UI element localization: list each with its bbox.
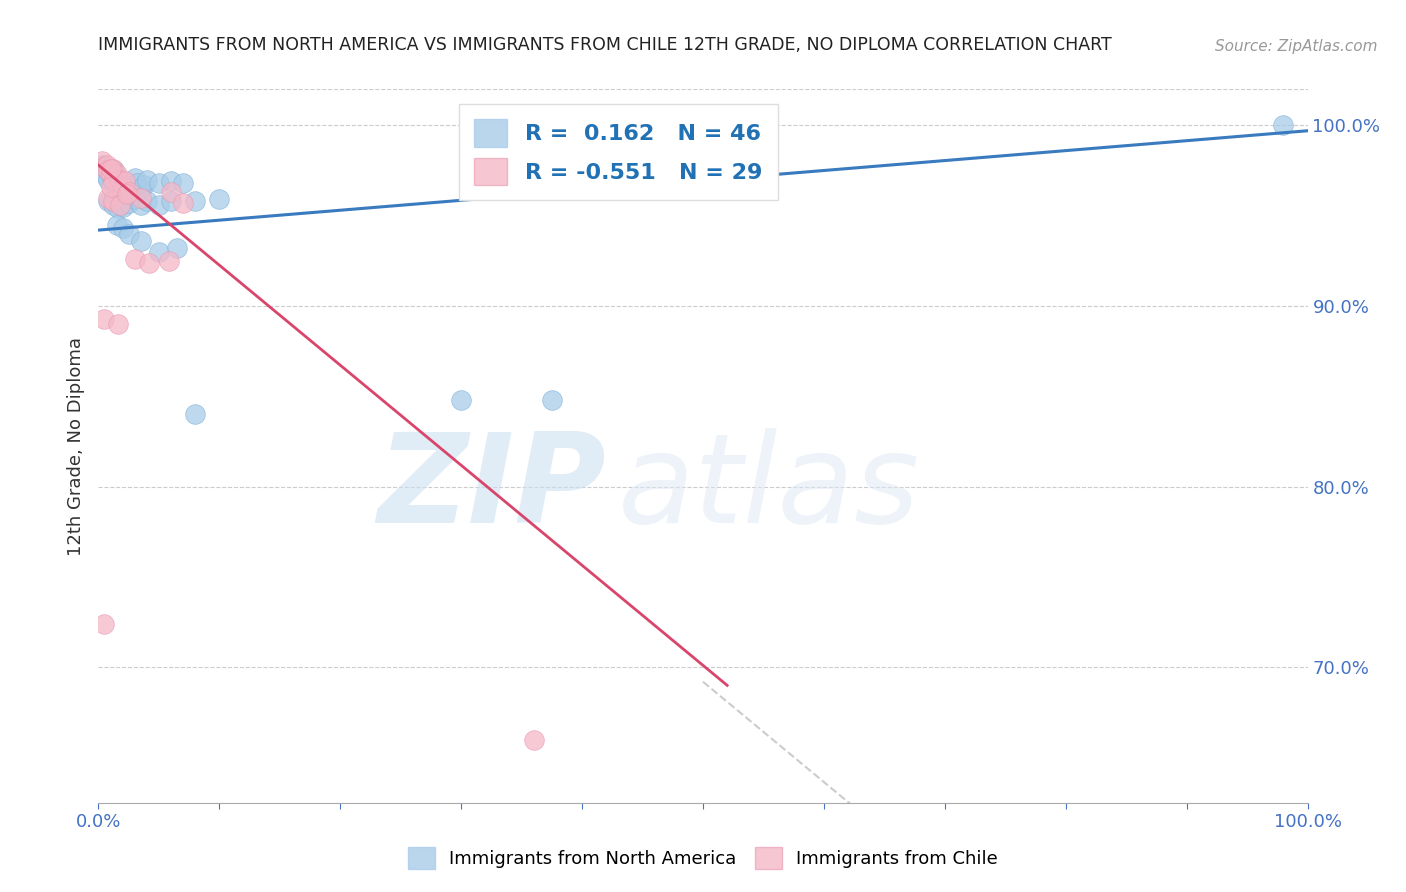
Point: [135, 172, 157, 186]
Point: [100, 161, 122, 176]
Point: [160, 194, 183, 209]
Point: [108, 198, 131, 212]
Point: [114, 174, 136, 188]
Point: [97, 172, 120, 186]
Y-axis label: 12th Grade, No Diploma: 12th Grade, No Diploma: [66, 336, 84, 556]
Point: [118, 185, 141, 199]
Point: [100, 165, 122, 179]
Point: [100, 170, 122, 185]
Point: [93, 616, 115, 631]
Point: [160, 174, 183, 188]
Point: [450, 392, 472, 407]
Text: ZIP: ZIP: [378, 428, 606, 549]
Point: [105, 218, 128, 232]
Point: [184, 408, 207, 422]
Point: [135, 194, 157, 209]
Point: [107, 202, 129, 216]
Point: [208, 193, 231, 207]
Point: [148, 244, 170, 259]
Point: [160, 185, 183, 199]
Point: [523, 732, 546, 747]
Point: [104, 178, 127, 192]
Point: [121, 185, 143, 199]
Point: [100, 179, 122, 194]
Legend: Immigrants from North America, Immigrants from Chile: Immigrants from North America, Immigrant…: [399, 838, 1007, 879]
Point: [97, 163, 120, 178]
Point: [91, 158, 114, 172]
Point: [148, 176, 170, 190]
Point: [93, 311, 115, 326]
Text: IMMIGRANTS FROM NORTH AMERICA VS IMMIGRANTS FROM CHILE 12TH GRADE, NO DIPLOMA CO: IMMIGRANTS FROM NORTH AMERICA VS IMMIGRA…: [98, 36, 1112, 54]
Point: [172, 176, 194, 190]
Text: Source: ZipAtlas.com: Source: ZipAtlas.com: [1215, 38, 1378, 54]
Point: [111, 200, 134, 214]
Point: [108, 172, 131, 186]
Point: [166, 241, 188, 255]
Point: [118, 227, 141, 241]
Point: [111, 179, 134, 194]
Point: [111, 221, 134, 235]
Point: [101, 161, 124, 176]
Point: [108, 181, 131, 195]
Point: [105, 167, 128, 181]
Point: [101, 174, 124, 188]
Point: [101, 194, 124, 209]
Legend: R =  0.162   N = 46, R = -0.551   N = 29: R = 0.162 N = 46, R = -0.551 N = 29: [458, 103, 778, 201]
Point: [129, 181, 152, 195]
Point: [148, 198, 170, 212]
Point: [172, 196, 194, 211]
Point: [127, 176, 149, 190]
Point: [93, 160, 115, 174]
Point: [107, 178, 129, 192]
Point: [96, 158, 118, 172]
Point: [91, 154, 114, 169]
Point: [124, 193, 146, 207]
Point: [1272, 119, 1295, 133]
Point: [118, 179, 141, 194]
Point: [107, 176, 129, 190]
Point: [184, 194, 207, 209]
Point: [129, 198, 152, 212]
Point: [134, 178, 156, 192]
Point: [129, 234, 152, 248]
Point: [124, 252, 146, 266]
Point: [103, 172, 125, 186]
Point: [105, 170, 128, 185]
Point: [101, 198, 124, 212]
Point: [114, 183, 136, 197]
Point: [124, 170, 146, 185]
Point: [111, 176, 134, 190]
Point: [93, 163, 115, 178]
Point: [157, 253, 180, 268]
Point: [540, 392, 562, 407]
Point: [100, 167, 122, 181]
Point: [97, 194, 120, 209]
Point: [97, 191, 120, 205]
Point: [138, 255, 160, 269]
Text: atlas: atlas: [619, 428, 921, 549]
Point: [117, 186, 139, 201]
Point: [118, 196, 141, 211]
Point: [129, 191, 152, 205]
Point: [94, 169, 117, 183]
Point: [103, 163, 125, 178]
Point: [107, 317, 129, 331]
